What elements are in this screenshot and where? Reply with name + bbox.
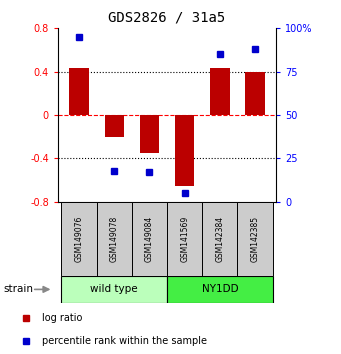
Text: GSM142385: GSM142385	[251, 216, 260, 262]
Bar	[175, 115, 194, 185]
Text: strain: strain	[3, 284, 33, 295]
Bar	[61, 276, 167, 303]
Text: GSM149076: GSM149076	[75, 216, 84, 262]
Text: log ratio: log ratio	[42, 313, 82, 323]
Title: GDS2826 / 31a5: GDS2826 / 31a5	[108, 10, 226, 24]
Bar	[202, 202, 237, 276]
Text: NY1DD: NY1DD	[202, 284, 238, 295]
Bar	[97, 202, 132, 276]
Text: GSM141569: GSM141569	[180, 216, 189, 262]
Text: GSM149078: GSM149078	[110, 216, 119, 262]
Text: GSM149084: GSM149084	[145, 216, 154, 262]
Bar	[70, 68, 89, 115]
Bar	[167, 202, 202, 276]
Bar	[105, 115, 124, 137]
Text: wild type: wild type	[90, 284, 138, 295]
Bar	[246, 72, 265, 115]
Bar	[140, 115, 159, 153]
Bar	[237, 202, 273, 276]
Bar	[132, 202, 167, 276]
Bar	[167, 276, 273, 303]
Text: percentile rank within the sample: percentile rank within the sample	[42, 336, 207, 346]
Text: GSM142384: GSM142384	[216, 216, 224, 262]
Bar	[61, 202, 97, 276]
Bar	[210, 68, 229, 115]
